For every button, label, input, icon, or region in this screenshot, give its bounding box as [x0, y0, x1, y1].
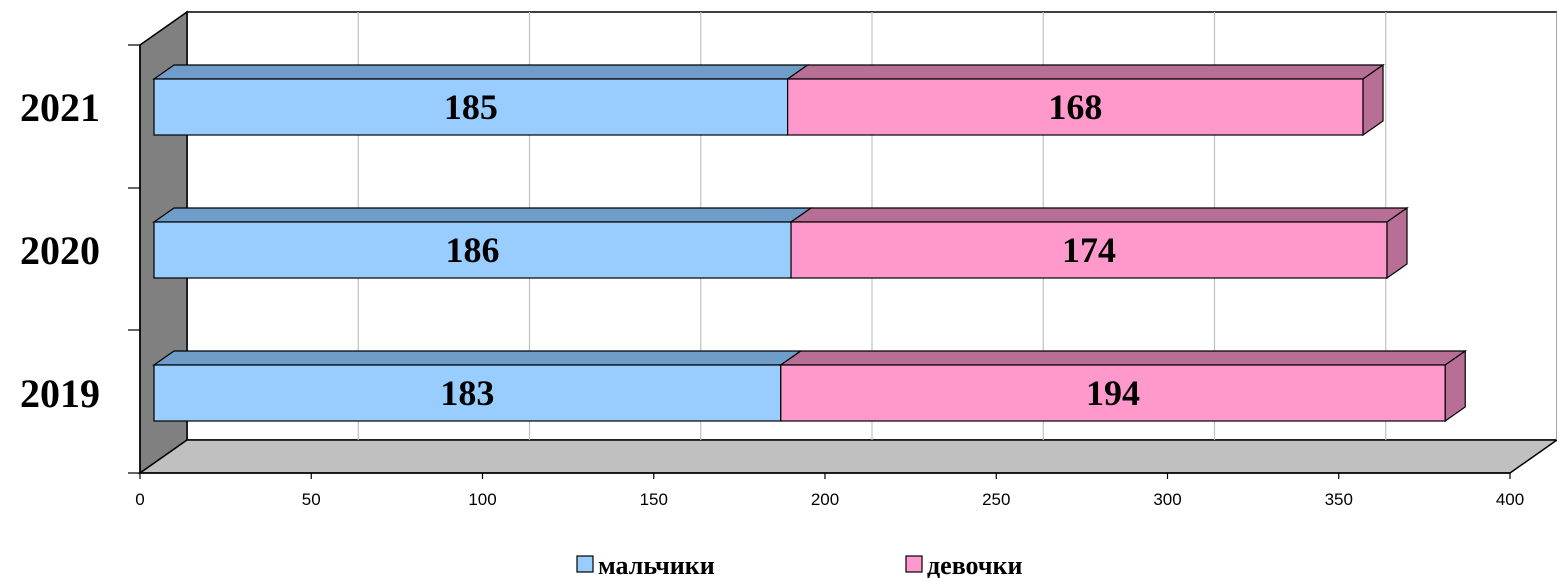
- x-tick-label: 50: [302, 490, 321, 509]
- data-labels: 183 194 186 174 185 168: [440, 87, 1140, 413]
- data-label: 168: [1048, 87, 1102, 127]
- category-labels: 2019 2020 2021: [20, 85, 100, 416]
- bar-side-2021: [1362, 63, 1384, 137]
- bar-side-2019: [1444, 349, 1466, 423]
- x-tick-label: 150: [640, 490, 668, 509]
- bar-top-девочки-2020: [789, 207, 1409, 223]
- x-tick-label: 200: [811, 490, 839, 509]
- bar-top-девочки-2019: [778, 350, 1468, 366]
- bar-top-девочки-2021: [785, 64, 1385, 80]
- data-label: 194: [1086, 373, 1140, 413]
- bar-девочки-2021: [787, 78, 1364, 136]
- x-tick-label: 0: [135, 490, 144, 509]
- bar-top-мальчики-2021: [152, 64, 810, 80]
- bar-side-2020: [1386, 206, 1408, 280]
- category-label: 2020: [20, 228, 100, 273]
- category-label: 2019: [20, 371, 100, 416]
- legend-swatch: [905, 555, 923, 573]
- x-tick-label: 250: [982, 490, 1010, 509]
- bar-мальчики-2021: [153, 78, 789, 136]
- data-label: 174: [1062, 230, 1116, 270]
- bar-top-мальчики-2020: [152, 207, 813, 223]
- x-tick-label: 100: [468, 490, 496, 509]
- bar-мальчики-2020: [153, 221, 792, 279]
- legend-swatch: [576, 555, 594, 573]
- data-label: 183: [440, 373, 494, 413]
- x-tick-labels: 0 50 100 150 200 250 300 350 400: [135, 473, 1524, 509]
- category-label: 2021: [20, 85, 100, 130]
- bar-девочки-2020: [790, 221, 1388, 279]
- bar-top-мальчики-2019: [152, 350, 803, 366]
- data-label: 185: [444, 87, 498, 127]
- bar-мальчики-2019: [153, 364, 782, 422]
- x-tick-label: 300: [1153, 490, 1181, 509]
- legend: мальчики девочки: [576, 551, 1023, 578]
- legend-label: мальчики: [598, 551, 715, 578]
- x-tick-label: 400: [1496, 490, 1524, 509]
- bar-девочки-2019: [780, 364, 1446, 422]
- floor: [137, 439, 1557, 474]
- bars: [152, 63, 1468, 423]
- x-tick-label: 350: [1325, 490, 1353, 509]
- legend-label: девочки: [927, 551, 1023, 578]
- data-label: 186: [446, 230, 500, 270]
